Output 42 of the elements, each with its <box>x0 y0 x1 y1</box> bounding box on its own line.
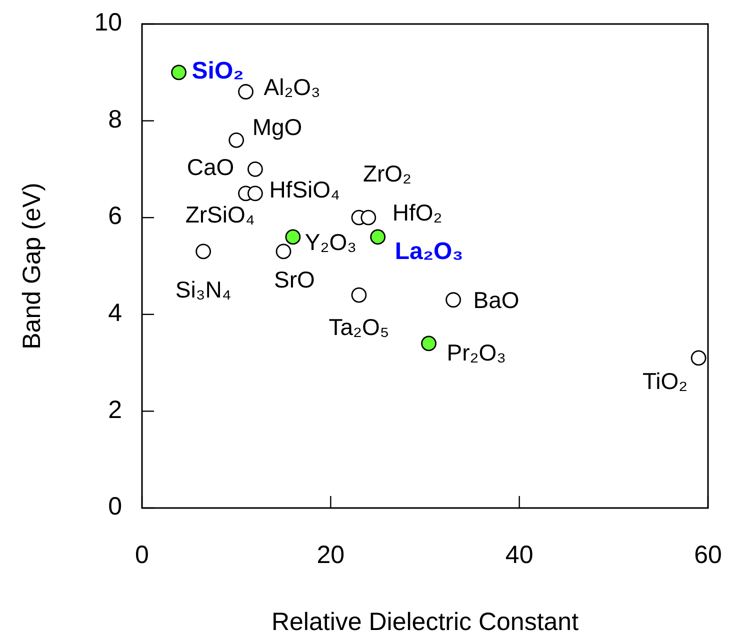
point <box>360 210 376 226</box>
point <box>351 287 367 303</box>
annotation: Y₂O₃ <box>304 229 356 256</box>
point <box>248 186 263 202</box>
x-tick-label: 20 <box>316 541 345 569</box>
annotation: Pr₂O₃ <box>446 340 506 366</box>
annotation: HfO₂ <box>392 200 442 226</box>
x-tick-label: 40 <box>505 541 534 569</box>
point <box>196 244 212 260</box>
annotation: Al₂O₃ <box>264 74 320 100</box>
y-tick-label: 2 <box>108 396 122 424</box>
annotation: MgO <box>252 114 302 140</box>
point <box>248 162 263 177</box>
y-tick-label: 8 <box>108 105 122 134</box>
annotation: La₂O₃ <box>394 238 464 266</box>
y-tick-label: 6 <box>108 202 122 230</box>
annotation: SiO₂ <box>192 58 244 85</box>
x-tick-label: 60 <box>694 541 722 569</box>
point <box>238 84 254 100</box>
annotation: Ta₂O₅ <box>328 314 390 340</box>
annotation: Si₃N₄ <box>175 276 232 303</box>
annotation: ZrO₂ <box>362 160 412 187</box>
point <box>285 229 301 245</box>
annotation: SrO <box>274 266 315 293</box>
y-tick-label: 4 <box>108 299 122 328</box>
annotation: HfSiO₄ <box>269 176 340 202</box>
annotation: BaO <box>473 286 520 313</box>
y-axis-title: Band Gap (eV) <box>18 182 46 350</box>
point <box>370 229 386 245</box>
point <box>171 64 186 80</box>
y-tick-label: 10 <box>94 8 122 37</box>
point <box>446 292 461 308</box>
x-tick-label: 0 <box>135 541 149 569</box>
annotation: ZrSiO₄ <box>185 201 255 228</box>
point <box>228 132 244 148</box>
point <box>421 336 436 352</box>
x-axis-title: Relative Dielectric Constant <box>271 608 579 636</box>
point <box>690 350 706 366</box>
annotation: TiO₂ <box>642 368 688 394</box>
annotation: CaO <box>186 154 234 180</box>
point <box>276 244 292 260</box>
y-tick-label: 0 <box>108 492 122 521</box>
